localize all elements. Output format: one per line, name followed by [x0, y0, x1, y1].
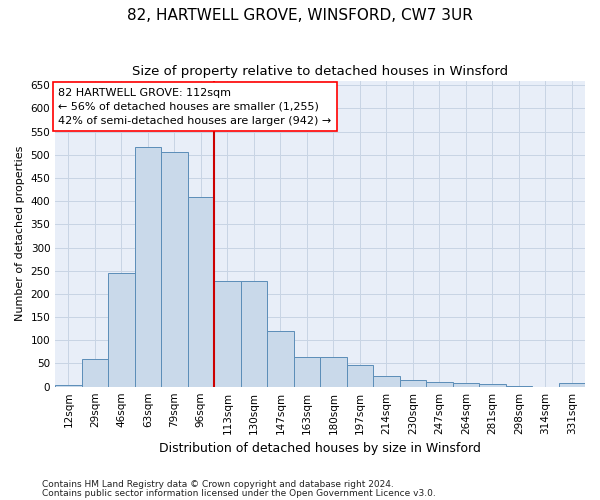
- Bar: [293, 358, 320, 386]
- Bar: [241, 281, 267, 386]
- Text: 82 HARTWELL GROVE: 112sqm
← 56% of detached houses are smaller (1,255)
42% of se: 82 HARTWELL GROVE: 112sqm ← 56% of detac…: [58, 88, 332, 126]
- Bar: [400, 380, 426, 386]
- Bar: [267, 332, 293, 386]
- Bar: [373, 376, 400, 386]
- Bar: [479, 384, 506, 386]
- Bar: [108, 273, 134, 386]
- Y-axis label: Number of detached properties: Number of detached properties: [15, 146, 25, 322]
- Bar: [426, 382, 452, 386]
- Bar: [452, 384, 479, 386]
- Text: Contains HM Land Registry data © Crown copyright and database right 2024.: Contains HM Land Registry data © Crown c…: [42, 480, 394, 489]
- Bar: [214, 281, 241, 386]
- Text: 82, HARTWELL GROVE, WINSFORD, CW7 3UR: 82, HARTWELL GROVE, WINSFORD, CW7 3UR: [127, 8, 473, 22]
- Bar: [134, 147, 161, 386]
- Bar: [347, 366, 373, 386]
- Bar: [161, 152, 188, 386]
- Text: Contains public sector information licensed under the Open Government Licence v3: Contains public sector information licen…: [42, 489, 436, 498]
- X-axis label: Distribution of detached houses by size in Winsford: Distribution of detached houses by size …: [159, 442, 481, 455]
- Title: Size of property relative to detached houses in Winsford: Size of property relative to detached ho…: [132, 65, 508, 78]
- Bar: [82, 359, 108, 386]
- Bar: [320, 358, 347, 386]
- Bar: [188, 196, 214, 386]
- Bar: [559, 384, 585, 386]
